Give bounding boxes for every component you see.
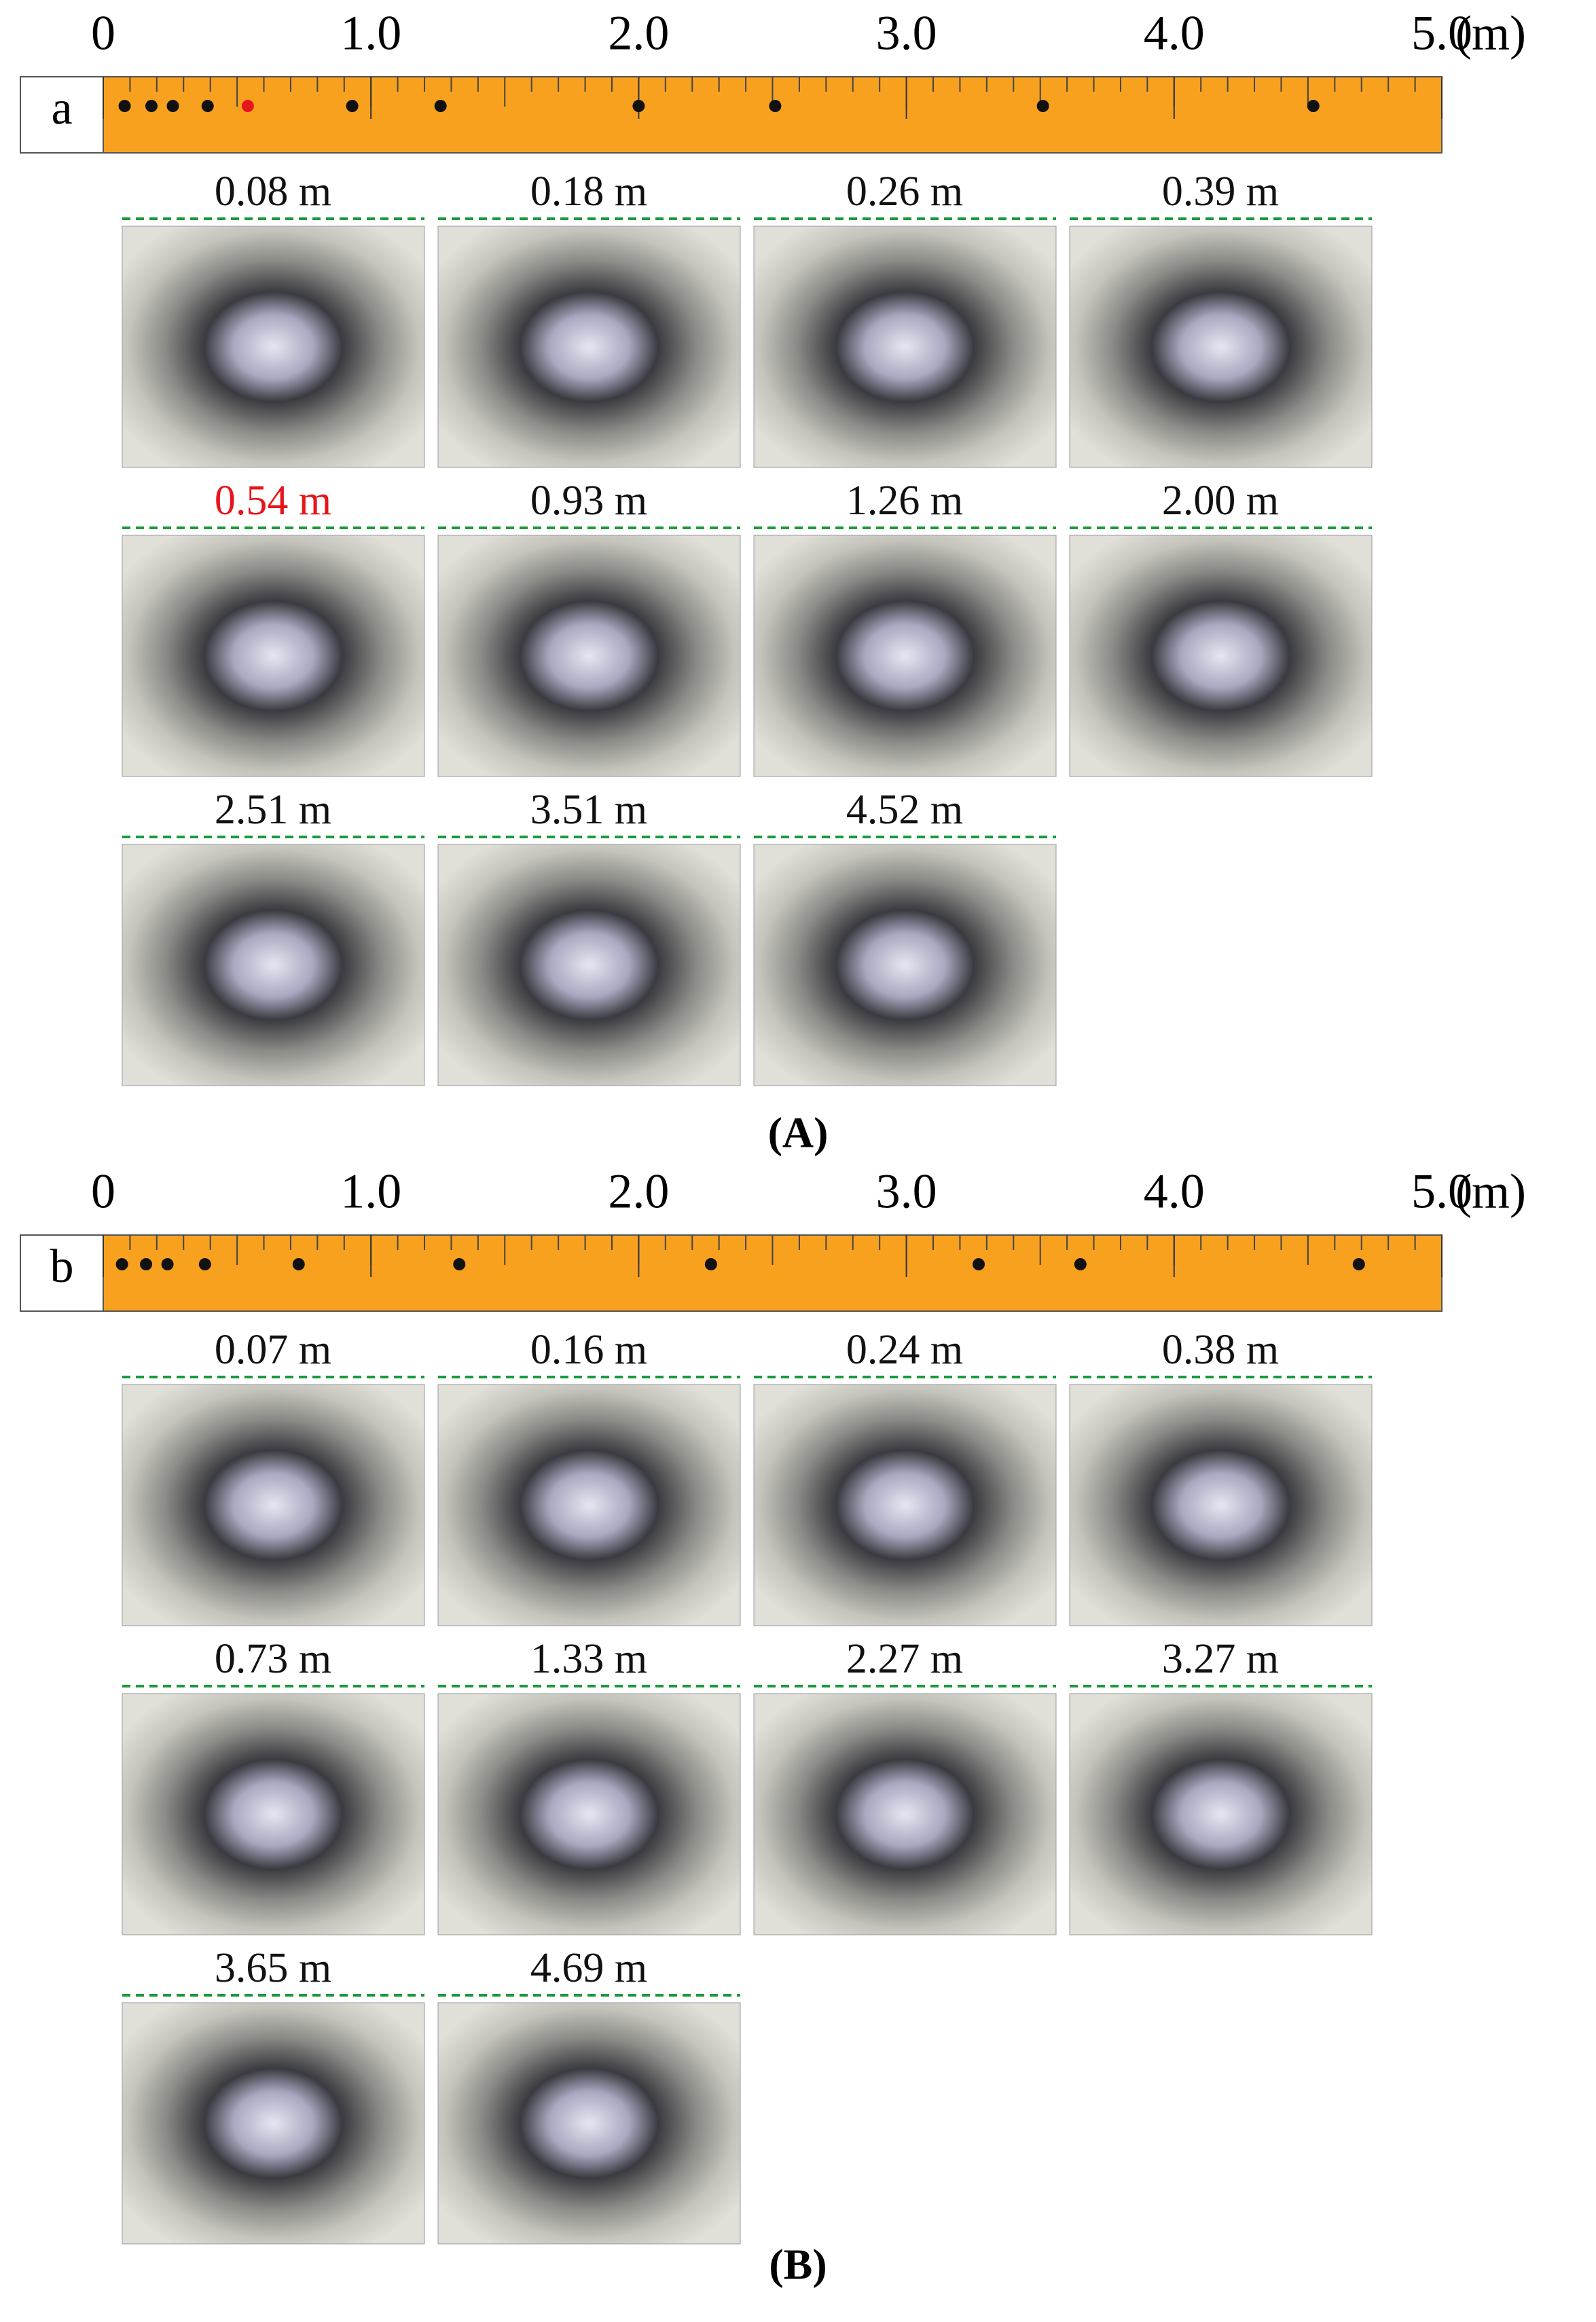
image-label: 3.65 m <box>215 1945 331 1991</box>
borehole-image <box>437 844 741 1086</box>
tick-label: 0 <box>91 1164 115 1219</box>
image-label: 0.93 m <box>530 478 647 524</box>
depth-marker <box>115 1258 128 1270</box>
image-label: 0.16 m <box>530 1327 647 1373</box>
tick-label: 1.0 <box>340 6 401 60</box>
tick-label: 2.0 <box>608 1164 669 1219</box>
tick-label: 1.0 <box>340 1164 401 1219</box>
depth-marker <box>145 100 158 112</box>
panel: a0 1.0 2.0 3.0 4.0 5.0(m) 0.08 m 0.18 m 0.26 m 0.… <box>20 6 1526 1157</box>
depth-marker <box>1074 1258 1087 1270</box>
borehole-image <box>753 1384 1057 1626</box>
image-label: 0.54 m <box>215 478 331 524</box>
depth-marker <box>1352 1258 1365 1270</box>
borehole-image <box>1069 226 1373 468</box>
image-label: 0.38 m <box>1162 1327 1279 1373</box>
depth-marker <box>769 100 782 112</box>
depth-marker <box>140 1258 153 1270</box>
borehole-image <box>1069 535 1373 777</box>
depth-marker <box>632 100 645 112</box>
panel-caption: (A) <box>768 1109 829 1157</box>
depth-marker <box>1307 100 1320 112</box>
unit-label: (m) <box>1455 6 1526 60</box>
borehole-image <box>753 844 1057 1086</box>
image-label: 2.51 m <box>215 787 331 833</box>
image-label: 4.69 m <box>530 1945 647 1991</box>
image-label: 1.26 m <box>846 478 963 524</box>
depth-marker <box>1036 100 1049 112</box>
borehole-image <box>1069 1384 1373 1626</box>
panel-label: b <box>50 1240 74 1293</box>
depth-marker <box>201 100 214 112</box>
image-label: 0.08 m <box>215 168 331 215</box>
depth-marker <box>453 1258 466 1270</box>
image-label: 4.52 m <box>846 787 963 833</box>
borehole-image <box>437 2002 741 2245</box>
tick-label: 2.0 <box>608 6 669 60</box>
tick-label: 4.0 <box>1144 1164 1205 1219</box>
tick-label: 5.0 <box>1411 1164 1472 1219</box>
borehole-image <box>122 1384 425 1626</box>
borehole-image <box>1069 1693 1373 1935</box>
tick-label: 3.0 <box>876 6 937 60</box>
image-label: 0.39 m <box>1162 168 1279 215</box>
image-label: 2.27 m <box>846 1636 963 1682</box>
image-label: 0.26 m <box>846 168 963 215</box>
borehole-image <box>122 844 425 1086</box>
borehole-image <box>122 535 425 777</box>
depth-marker <box>292 1258 305 1270</box>
borehole-image <box>753 226 1057 468</box>
image-label: 0.73 m <box>215 1636 331 1682</box>
borehole-image <box>753 535 1057 777</box>
image-label: 2.00 m <box>1162 478 1279 524</box>
tick-label: 5.0 <box>1411 6 1472 60</box>
tick-label: 0 <box>91 6 115 60</box>
tick-label: 3.0 <box>876 1164 937 1219</box>
image-label: 1.33 m <box>530 1636 647 1682</box>
depth-marker <box>434 100 447 112</box>
depth-marker <box>161 1258 174 1270</box>
borehole-image <box>437 535 741 777</box>
panel-label: a <box>51 82 72 135</box>
borehole-image <box>753 1693 1057 1935</box>
image-label: 3.27 m <box>1162 1636 1279 1682</box>
image-label: 3.51 m <box>530 787 647 833</box>
panel-caption: (B) <box>769 2240 827 2289</box>
depth-marker <box>346 100 359 112</box>
depth-marker <box>166 100 179 112</box>
image-label: 0.18 m <box>530 168 647 215</box>
panel: b0 1.0 2.0 3.0 4.0 5.0(m) 0.07 m 0.16 m 0.24 m 0.… <box>20 1164 1526 2289</box>
depth-marker <box>118 100 131 112</box>
tick-label: 4.0 <box>1144 6 1205 60</box>
panel-label-box <box>20 1234 104 1312</box>
depth-marker <box>241 100 254 112</box>
borehole-image <box>437 226 741 468</box>
image-label: 0.24 m <box>846 1327 963 1373</box>
borehole-image <box>437 1693 741 1935</box>
depth-marker <box>198 1258 211 1270</box>
panel-label-box <box>20 76 104 154</box>
borehole-image <box>437 1384 741 1626</box>
unit-label: (m) <box>1455 1164 1526 1219</box>
borehole-image <box>122 226 425 468</box>
image-label: 0.07 m <box>215 1327 331 1373</box>
borehole-image <box>122 2002 425 2245</box>
borehole-image <box>122 1693 425 1935</box>
depth-marker <box>973 1258 985 1270</box>
depth-marker <box>704 1258 717 1270</box>
